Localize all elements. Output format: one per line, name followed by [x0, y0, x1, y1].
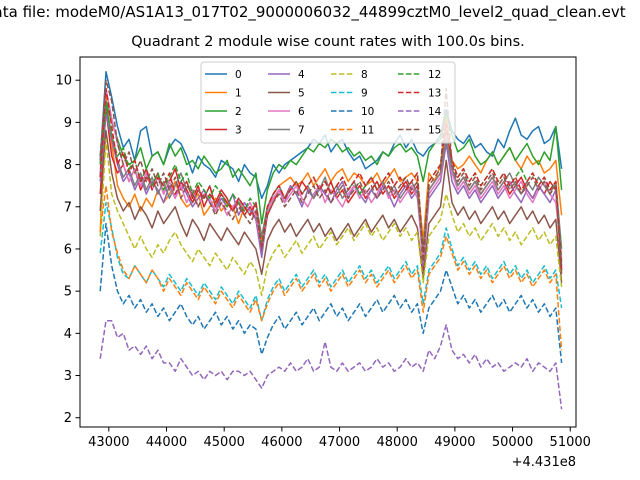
legend-label-13: 13 — [428, 88, 441, 100]
legend-box — [200, 61, 456, 144]
legend-label-9: 9 — [361, 88, 368, 100]
legend-label-6: 6 — [298, 106, 305, 118]
series-line-5 — [99, 130, 563, 283]
x-tick-label: 47000 — [319, 435, 360, 450]
y-tick-label: 3 — [64, 369, 72, 384]
x-tick-label: 46000 — [261, 435, 302, 450]
series-line-11 — [99, 184, 563, 351]
x-tick-label: 49000 — [434, 435, 475, 450]
legend-label-10: 10 — [361, 106, 374, 118]
legend-label-4: 4 — [298, 69, 305, 81]
x-tick-label: 45000 — [204, 435, 245, 450]
series-line-6 — [99, 87, 563, 263]
x-axis: 43000 44000 45000 46000 47000 48000 49000 50000… — [88, 427, 591, 450]
legend-label-3: 3 — [235, 125, 242, 137]
legend-label-2: 2 — [235, 106, 242, 118]
legend-label-8: 8 — [361, 69, 368, 81]
x-tick-label: 43000 — [88, 435, 129, 450]
series-layer — [99, 71, 563, 410]
figure-suptitle: Data file: modeM0/AS1A13_017T02_90000060… — [0, 3, 626, 21]
series-line-14 — [99, 319, 563, 410]
x-tick-label: 44000 — [146, 435, 187, 450]
series-line-15 — [99, 79, 563, 275]
legend-label-5: 5 — [298, 88, 305, 100]
x-tick-label: 48000 — [377, 435, 418, 450]
y-tick-label: 8 — [64, 158, 72, 173]
axes-frame — [79, 56, 577, 428]
y-tick-label: 4 — [64, 327, 72, 342]
x-tick-label: 50000 — [492, 435, 533, 450]
legend-label-11: 11 — [361, 125, 374, 137]
y-tick-label: 10 — [55, 74, 72, 89]
y-tick-label: 6 — [64, 242, 72, 257]
series-line-10 — [99, 222, 563, 363]
series-line-9 — [99, 201, 563, 322]
y-tick-label: 2 — [64, 411, 72, 426]
x-offset-label: +4.431e8 — [512, 455, 576, 470]
y-axis: 2 3 4 5 6 7 8 9 10 — [55, 74, 80, 426]
y-tick-label: 7 — [64, 200, 72, 215]
legend-label-0: 0 — [235, 69, 242, 81]
legend-label-12: 12 — [428, 69, 441, 81]
series-line-13 — [99, 87, 563, 271]
chart-title: Quadrant 2 module wise count rates with … — [131, 34, 525, 50]
x-tick-label: 51000 — [550, 435, 591, 450]
y-tick-label: 5 — [64, 285, 72, 300]
legend-label-14: 14 — [428, 106, 442, 118]
legend-label-15: 15 — [428, 125, 441, 137]
y-tick-label: 9 — [64, 116, 72, 131]
series-line-8 — [99, 138, 563, 297]
legend-label-7: 7 — [298, 125, 305, 137]
legend-label-1: 1 — [235, 88, 242, 100]
series-line-0 — [99, 71, 563, 200]
